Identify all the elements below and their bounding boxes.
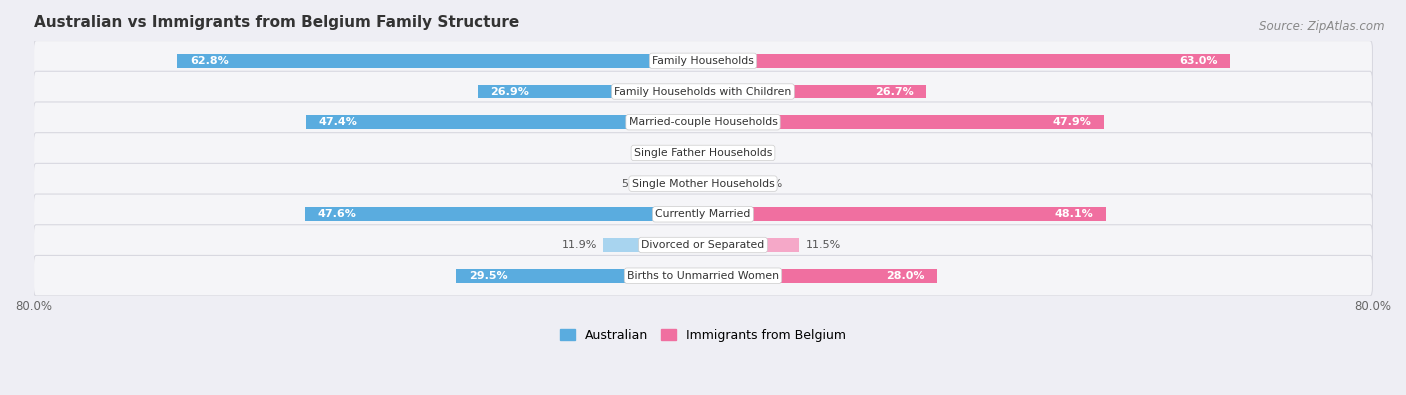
Text: 47.6%: 47.6%	[318, 209, 356, 219]
Text: 62.8%: 62.8%	[190, 56, 229, 66]
Bar	[703, 238, 799, 252]
Bar	[703, 269, 938, 282]
Bar	[703, 85, 927, 98]
Text: 48.1%: 48.1%	[1054, 209, 1092, 219]
Text: Single Mother Households: Single Mother Households	[631, 179, 775, 188]
FancyBboxPatch shape	[34, 133, 1372, 173]
Text: 26.7%: 26.7%	[875, 87, 914, 96]
FancyBboxPatch shape	[34, 102, 1372, 143]
Text: Married-couple Households: Married-couple Households	[628, 117, 778, 127]
Text: 29.5%: 29.5%	[468, 271, 508, 281]
Bar	[657, 177, 703, 190]
Text: 5.3%: 5.3%	[754, 179, 782, 188]
Bar	[456, 269, 703, 282]
Text: Single Father Households: Single Father Households	[634, 148, 772, 158]
Bar	[703, 207, 1105, 221]
Bar	[703, 54, 1230, 68]
Text: 11.5%: 11.5%	[806, 240, 841, 250]
FancyBboxPatch shape	[34, 225, 1372, 265]
Bar	[685, 146, 703, 160]
FancyBboxPatch shape	[34, 164, 1372, 204]
Text: Australian vs Immigrants from Belgium Family Structure: Australian vs Immigrants from Belgium Fa…	[34, 15, 519, 30]
Text: 26.9%: 26.9%	[491, 87, 529, 96]
FancyBboxPatch shape	[34, 256, 1372, 296]
Text: 2.2%: 2.2%	[650, 148, 678, 158]
Text: Family Households: Family Households	[652, 56, 754, 66]
Text: 47.4%: 47.4%	[319, 117, 357, 127]
Text: 5.6%: 5.6%	[621, 179, 650, 188]
Bar	[177, 54, 703, 68]
Bar	[305, 207, 703, 221]
Text: Births to Unmarried Women: Births to Unmarried Women	[627, 271, 779, 281]
Text: 28.0%: 28.0%	[886, 271, 925, 281]
Bar	[703, 115, 1104, 129]
Bar	[307, 115, 703, 129]
Legend: Australian, Immigrants from Belgium: Australian, Immigrants from Belgium	[557, 325, 849, 346]
Text: Source: ZipAtlas.com: Source: ZipAtlas.com	[1260, 20, 1385, 33]
Text: Currently Married: Currently Married	[655, 209, 751, 219]
Text: 47.9%: 47.9%	[1053, 117, 1091, 127]
FancyBboxPatch shape	[34, 41, 1372, 81]
Text: Divorced or Separated: Divorced or Separated	[641, 240, 765, 250]
Text: Family Households with Children: Family Households with Children	[614, 87, 792, 96]
FancyBboxPatch shape	[34, 71, 1372, 112]
Text: 2.0%: 2.0%	[727, 148, 755, 158]
Bar	[703, 146, 720, 160]
Text: 63.0%: 63.0%	[1180, 56, 1218, 66]
Bar	[478, 85, 703, 98]
Bar	[603, 238, 703, 252]
FancyBboxPatch shape	[34, 194, 1372, 235]
Text: 11.9%: 11.9%	[561, 240, 596, 250]
Bar	[703, 177, 748, 190]
